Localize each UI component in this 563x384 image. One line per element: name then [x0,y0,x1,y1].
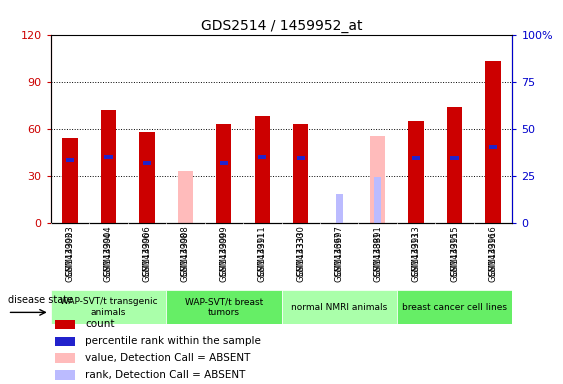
Text: value, Detection Call = ABSENT: value, Detection Call = ABSENT [85,353,251,363]
Bar [374,177,381,223]
Bar [51,290,166,324]
Text: rank, Detection Call = ABSENT: rank, Detection Call = ABSENT [85,369,245,379]
Bar [336,195,343,223]
Text: GDS2514 / 1459952_at: GDS2514 / 1459952_at [201,19,362,33]
Bar [139,132,154,223]
Bar [297,156,305,161]
Bar [142,161,151,165]
Bar [178,171,193,223]
Text: GSM143908: GSM143908 [181,231,190,282]
Bar [282,290,397,324]
Bar [216,124,231,223]
Text: normal NMRI animals: normal NMRI animals [291,303,387,312]
Bar [485,61,501,223]
Bar [101,110,116,223]
Bar [409,121,424,223]
Text: GSM143891: GSM143891 [373,231,382,282]
Bar [397,290,512,324]
Bar [412,156,421,161]
Text: GSM143903: GSM143903 [65,231,74,282]
Bar [220,161,228,165]
Bar [447,107,462,223]
Bar [370,136,385,223]
Text: GSM143330: GSM143330 [296,231,305,282]
Text: GSM143697: GSM143697 [335,231,343,282]
Bar [55,320,75,329]
Text: GSM143911: GSM143911 [258,231,267,281]
Text: percentile rank within the sample: percentile rank within the sample [85,336,261,346]
Bar [254,116,270,223]
Bar [55,353,75,363]
Text: WAP-SVT/t breast
tumors: WAP-SVT/t breast tumors [185,298,263,317]
Text: count: count [85,319,114,329]
Text: WAP-SVT/t transgenic
animals: WAP-SVT/t transgenic animals [60,298,157,317]
Bar [62,138,78,223]
Text: breast cancer cell lines: breast cancer cell lines [402,303,507,312]
Bar [55,336,75,346]
Bar [55,370,75,380]
Bar [489,146,497,149]
Text: GSM143904: GSM143904 [104,231,113,281]
Text: GSM143906: GSM143906 [142,231,151,282]
Bar [166,290,282,324]
Text: disease state: disease state [7,295,73,305]
Bar [450,156,459,161]
Text: GSM143913: GSM143913 [412,231,421,282]
Bar [104,155,113,159]
Bar [258,155,266,159]
Text: GSM143909: GSM143909 [220,231,228,281]
Text: GSM143915: GSM143915 [450,231,459,281]
Bar [66,158,74,162]
Text: GSM143916: GSM143916 [489,231,498,282]
Bar [293,124,309,223]
